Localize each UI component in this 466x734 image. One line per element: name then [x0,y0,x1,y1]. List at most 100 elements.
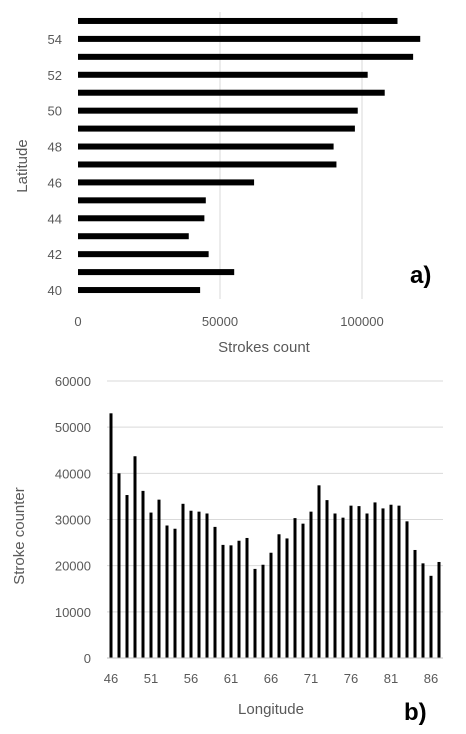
bar-b-lon-78 [365,513,369,658]
y-tick-label-a: 42 [48,247,62,262]
bar-a-lat-44 [78,215,205,222]
bar-a-lat-55 [78,17,398,24]
x-tick-label-b: 81 [384,671,398,686]
bar-b-lon-50 [141,490,145,658]
bar-b-lon-58 [205,513,209,658]
x-tick-label-b: 71 [304,671,318,686]
x-tick-label-b: 76 [344,671,358,686]
bar-b-lon-69 [293,518,297,658]
bar-a-lat-48 [78,143,334,150]
chart-panel-a: 40 42 44 46 48 50 52 54 0 50000 100000 Strokes co… [14,12,431,356]
bar-b-lon-73 [325,500,329,658]
y-tick-label-b: 0 [84,651,91,666]
x-tick-label-a: 0 [74,314,81,329]
bar-b-lon-68 [285,538,289,658]
bars-b [109,413,441,658]
bar-b-lon-66 [269,552,273,658]
grid-b [107,380,443,613]
bar-b-lon-48 [125,495,129,658]
bar-b-lon-76 [349,505,353,658]
y-tick-label-a: 48 [48,140,62,155]
panel-label-b: b) [404,699,427,726]
x-tick-label-b: 56 [184,671,198,686]
bars-a [78,17,421,294]
bar-b-lon-74 [333,513,337,658]
bar-b-lon-82 [397,505,401,658]
bar-b-lon-67 [277,534,281,658]
bar-b-lon-77 [357,506,361,658]
bar-b-lon-87 [437,561,441,658]
bar-b-lon-57 [197,511,201,658]
bar-a-lat-45 [78,197,206,204]
bar-a-lat-53 [78,53,414,60]
y-ticks-a: 40 42 44 46 48 50 52 54 [48,32,62,298]
bar-b-lon-55 [181,503,185,658]
bar-b-lon-71 [309,511,313,658]
bar-b-lon-63 [245,537,249,658]
bar-b-lon-79 [373,502,377,658]
y-tick-label-b: 60000 [55,374,91,389]
bar-a-lat-42 [78,251,209,258]
y-tick-label-b: 50000 [55,420,91,435]
bar-a-lat-52 [78,71,368,78]
bar-b-lon-70 [301,523,305,658]
x-tick-label-b: 86 [424,671,438,686]
x-axis-title-b: Longitude [238,701,304,718]
bar-b-lon-84 [413,549,417,658]
y-tick-label-b: 30000 [55,513,91,528]
y-tick-label-a: 44 [48,211,62,226]
bar-a-lat-41 [78,269,235,276]
y-axis-title-b: Stroke counter [11,487,28,585]
bar-b-lon-53 [165,525,169,658]
bar-b-lon-62 [237,540,241,658]
bar-b-lon-51 [149,512,153,658]
x-tick-label-b: 61 [224,671,238,686]
x-tick-label-b: 66 [264,671,278,686]
y-ticks-b: 0 10000 20000 30000 40000 50000 60000 [55,374,91,666]
bar-a-lat-49 [78,125,355,132]
bar-b-lon-86 [429,575,433,658]
y-axis-title-a: Latitude [14,139,31,192]
bar-b-lon-61 [229,545,233,658]
bar-a-lat-40 [78,287,201,294]
y-tick-label-b: 10000 [55,605,91,620]
bar-a-lat-54 [78,35,421,42]
bar-a-lat-47 [78,161,337,168]
x-tick-label-a: 100000 [340,314,383,329]
y-tick-label-a: 50 [48,104,62,119]
x-tick-label-a: 50000 [202,314,238,329]
bar-a-lat-50 [78,107,358,114]
bar-b-lon-65 [261,564,265,658]
y-tick-label-b: 40000 [55,466,91,481]
bar-b-lon-54 [173,528,177,658]
bar-b-lon-60 [221,544,225,658]
bar-a-lat-51 [78,89,385,96]
y-tick-label-a: 54 [48,32,62,47]
bar-b-lon-81 [389,504,393,658]
bar-b-lon-75 [341,517,345,658]
bar-a-lat-43 [78,233,189,240]
y-tick-label-b: 20000 [55,559,91,574]
bar-b-lon-72 [317,485,321,658]
bar-b-lon-64 [253,568,257,658]
x-tick-label-b: 46 [104,671,118,686]
bar-b-lon-56 [189,510,193,658]
y-tick-label-a: 46 [48,175,62,190]
y-tick-label-a: 40 [48,283,62,298]
bar-b-lon-80 [381,508,385,658]
bar-b-lon-47 [117,473,121,658]
x-tick-label-b: 51 [144,671,158,686]
chart-panel-b: 0 10000 20000 30000 40000 50000 60000 46 51 56 61… [11,374,443,726]
bar-b-lon-52 [157,499,161,658]
bar-b-lon-83 [405,521,409,658]
bar-a-lat-46 [78,179,255,186]
x-axis-title-a: Strokes count [218,339,311,356]
x-ticks-b: 46 51 56 61 66 71 76 81 86 [104,671,438,686]
y-tick-label-a: 52 [48,68,62,83]
panel-label-a: a) [410,262,431,289]
x-ticks-a: 0 50000 100000 [74,314,383,329]
bar-b-lon-49 [133,456,137,658]
bar-b-lon-46 [109,413,113,658]
bar-b-lon-85 [421,563,425,658]
